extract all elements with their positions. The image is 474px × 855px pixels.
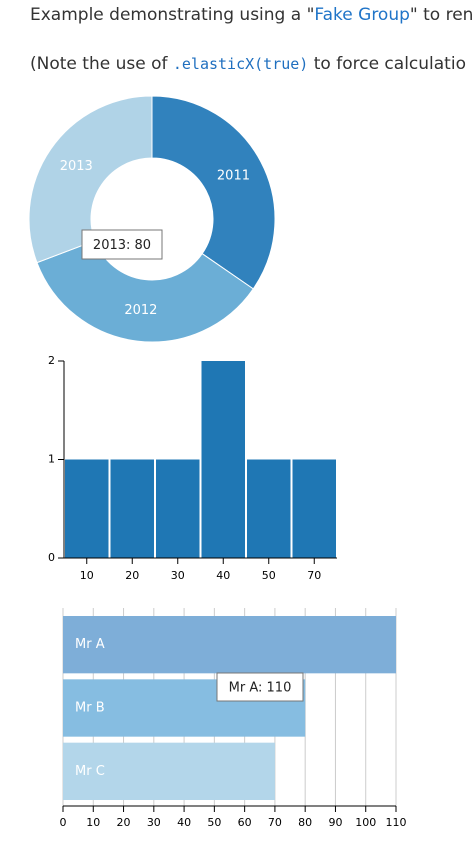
- bar: [201, 361, 245, 558]
- x-tick-label: 30: [171, 569, 185, 582]
- x-tick-label: 30: [147, 816, 161, 829]
- intro-part: Example demonstrating using a ": [30, 5, 314, 25]
- x-tick-label: 70: [268, 816, 282, 829]
- intro-link[interactable]: Fake Group: [314, 5, 410, 25]
- x-tick-label: 60: [238, 816, 252, 829]
- x-tick-label: 40: [216, 569, 230, 582]
- y-tick-label: 0: [48, 551, 55, 564]
- note-part: to force calculatio: [308, 54, 466, 74]
- slice-label: 2011: [217, 169, 250, 184]
- note-text: (Note the use of .elasticX(true) to forc…: [30, 54, 466, 74]
- pie-slice: [151, 95, 276, 290]
- row-bar: [63, 616, 396, 674]
- tooltip-box: [81, 229, 163, 260]
- pie-slice: [28, 95, 153, 264]
- x-tick-label: 40: [177, 816, 191, 829]
- x-tick-label: 50: [262, 569, 276, 582]
- pie-slice: [36, 239, 254, 343]
- tooltip-text: Mr A: 110: [229, 681, 292, 696]
- x-tick-label: 100: [355, 816, 376, 829]
- x-tick-label: 90: [328, 816, 342, 829]
- x-tick-label: 0: [60, 816, 67, 829]
- tooltip-box: [216, 672, 304, 702]
- x-tick-label: 10: [86, 816, 100, 829]
- intro-part: " to ren: [410, 5, 474, 25]
- tooltip-text: 2013: 80: [93, 238, 151, 253]
- intro-text: Example demonstrating using a "Fake Grou…: [30, 5, 473, 25]
- note-code: .elasticX(true): [173, 55, 308, 73]
- x-tick-label: 80: [298, 816, 312, 829]
- y-tick-label: 2: [48, 354, 55, 367]
- note-part: (Note the use of: [30, 54, 173, 74]
- bar: [247, 459, 291, 558]
- bar: [110, 459, 154, 558]
- x-tick-label: 110: [386, 816, 407, 829]
- x-tick-label: 20: [117, 816, 131, 829]
- x-tick-label: 50: [207, 816, 221, 829]
- slice-label: 2012: [124, 303, 157, 318]
- x-tick-label: 20: [125, 569, 139, 582]
- bar: [156, 459, 200, 558]
- slice-label: 2013: [60, 159, 93, 174]
- row-label: Mr A: [75, 637, 105, 652]
- y-tick-label: 1: [48, 453, 55, 466]
- row-bar: [63, 742, 275, 800]
- x-tick-label: 10: [80, 569, 94, 582]
- row-label: Mr C: [75, 764, 105, 779]
- bar: [292, 459, 336, 558]
- x-tick-label: 70: [307, 569, 321, 582]
- bar: [65, 459, 109, 558]
- row-label: Mr B: [75, 701, 105, 716]
